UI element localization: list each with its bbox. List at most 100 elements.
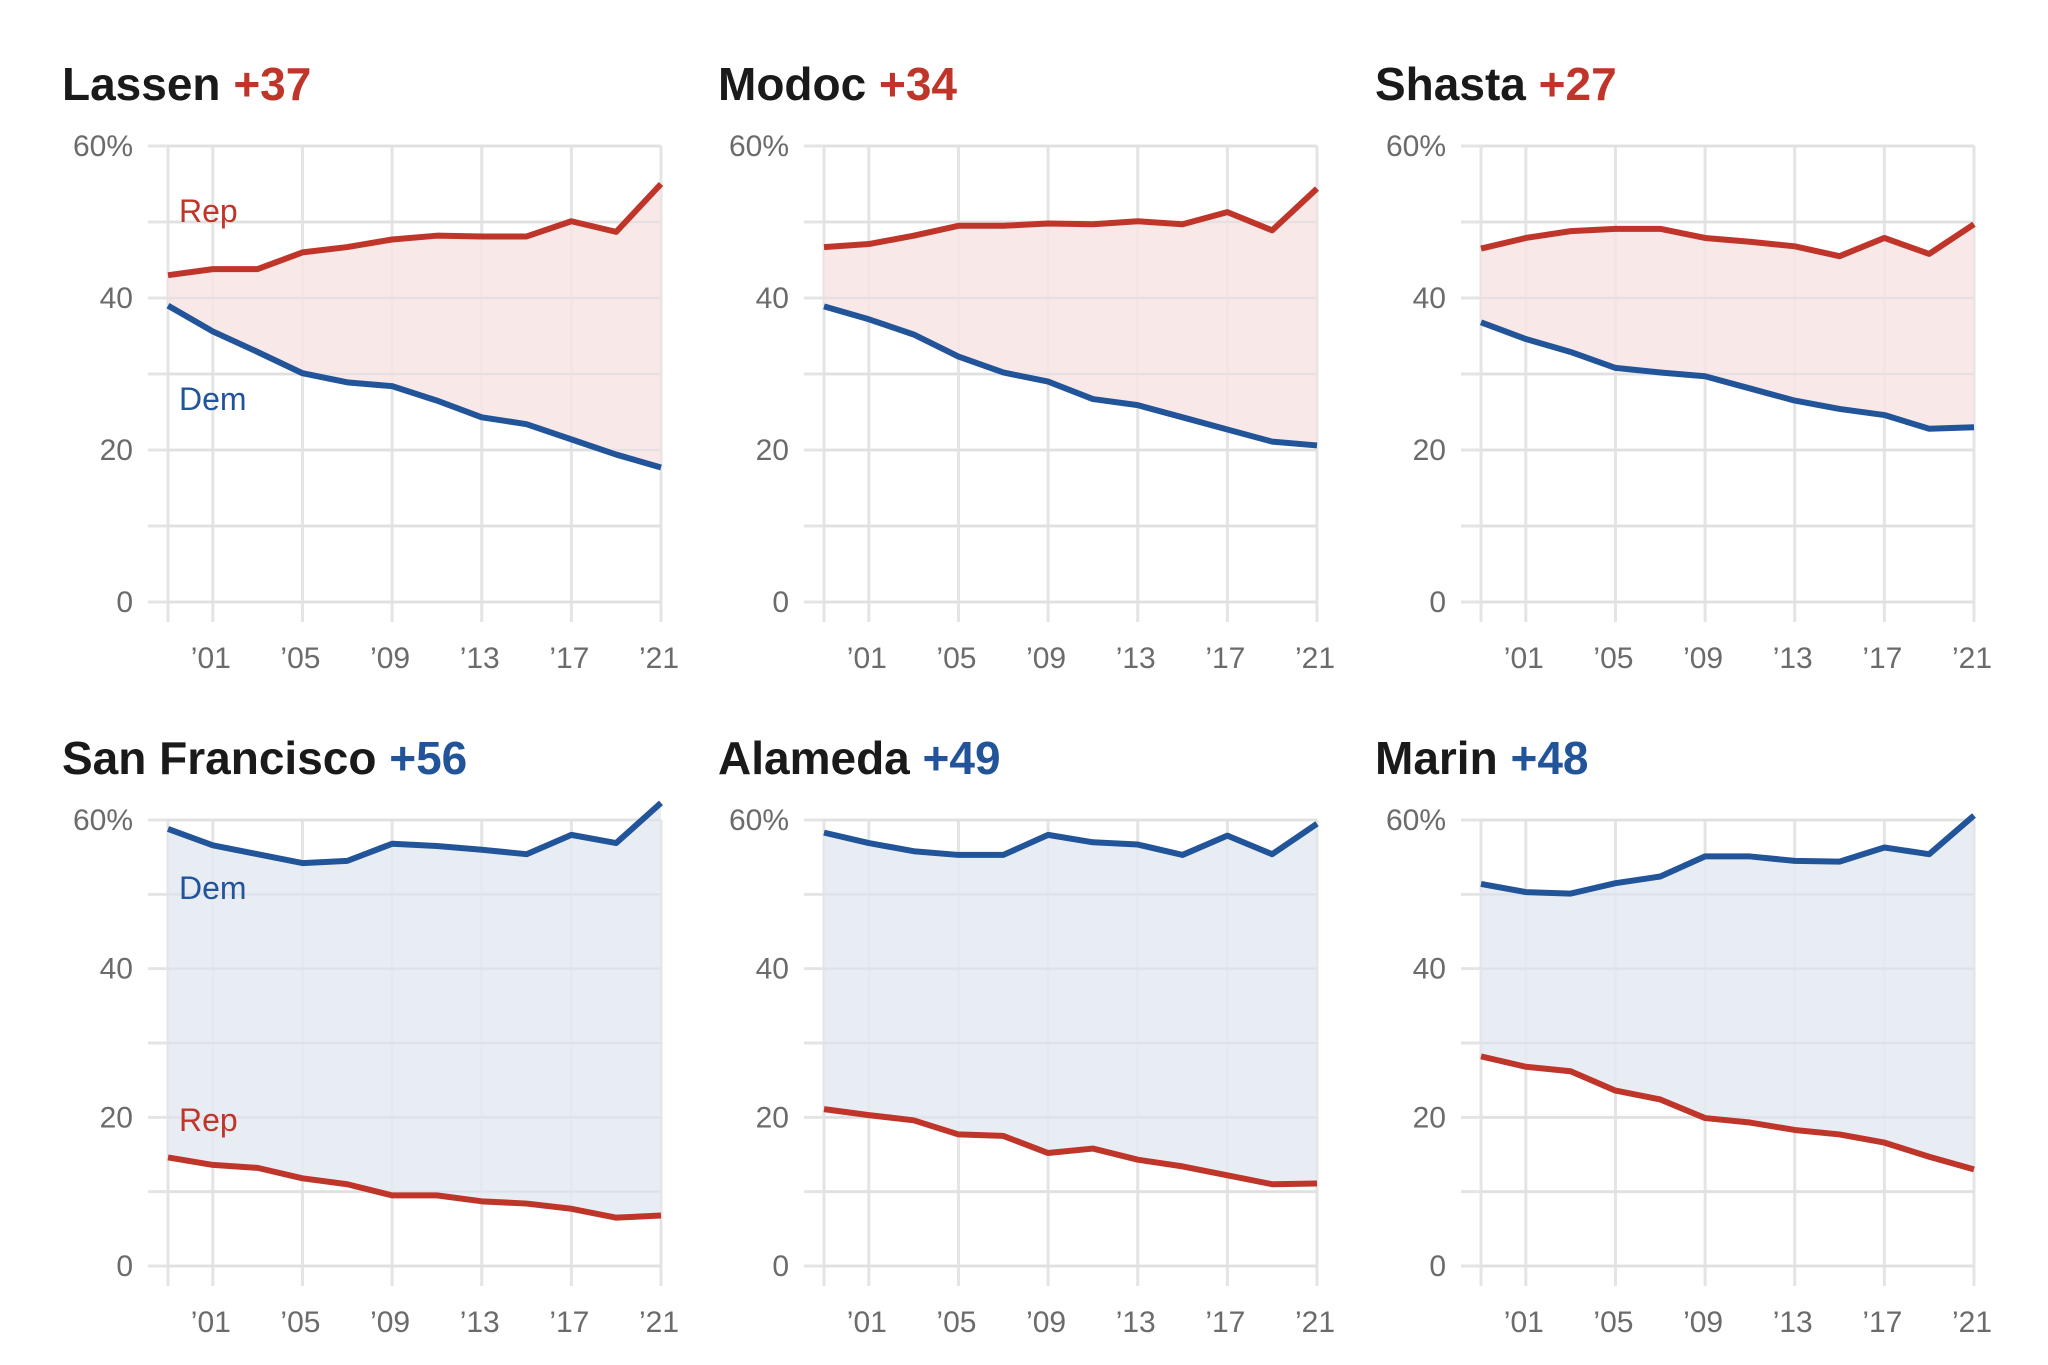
x-tick-label: ’21: [1952, 642, 1992, 675]
margin-value: +27: [1539, 58, 1617, 110]
margin-value: +56: [389, 732, 467, 784]
margin-value: +34: [879, 58, 957, 110]
x-tick-label: ’01: [847, 642, 887, 675]
x-tick-label: ’01: [847, 1306, 887, 1339]
county-name: Modoc: [718, 58, 866, 110]
y-tick-label: 0: [116, 586, 133, 619]
dem-line: [823, 821, 1319, 858]
y-tick-label: 40: [756, 953, 789, 986]
y-tick-label: 60%: [73, 804, 133, 837]
y-tick-label: 20: [756, 434, 789, 467]
y-tick-label: 20: [1413, 1101, 1446, 1134]
x-tick-label: ’01: [191, 642, 231, 675]
dem-line: [1480, 813, 1976, 897]
county-name: Lassen: [62, 58, 221, 110]
panel-title: Lassen +37: [62, 58, 311, 110]
rep-series-label: Rep: [179, 1102, 238, 1138]
y-tick-label: 20: [756, 1101, 789, 1134]
x-tick-label: ’09: [1683, 1306, 1723, 1339]
x-tick-label: ’13: [1116, 1306, 1156, 1339]
y-tick-label: 40: [1413, 282, 1446, 315]
margin-area: [168, 802, 661, 1218]
y-tick-label: 40: [1413, 953, 1446, 986]
x-tick-label: ’05: [936, 642, 976, 675]
y-tick-label: 20: [1413, 434, 1446, 467]
dem-line: [166, 303, 662, 471]
margin-area: [1481, 815, 1974, 1170]
x-tick-label: ’13: [460, 642, 500, 675]
x-tick-label: ’13: [1773, 1306, 1813, 1339]
y-tick-label: 60%: [1386, 130, 1446, 163]
y-tick-label: 60%: [729, 130, 789, 163]
x-tick-label: ’01: [1504, 642, 1544, 675]
y-tick-label: 0: [772, 1250, 789, 1283]
x-tick-label: ’09: [370, 1306, 410, 1339]
panel-lassen: Lassen +37 Rep Dem 0 20 40 60% ’01 ’05 ’09 ’13 ’17 ’…: [62, 58, 679, 675]
x-tick-label: ’21: [1295, 642, 1335, 675]
x-tick-label: ’13: [1116, 642, 1156, 675]
rep-series-label: Rep: [179, 193, 238, 229]
dem-series-label: Dem: [179, 381, 247, 417]
y-tick-label: 0: [772, 586, 789, 619]
y-tick-label: 20: [100, 1101, 133, 1134]
county-name: Shasta: [1375, 58, 1526, 110]
panel-title: Shasta +27: [1375, 58, 1617, 110]
x-tick-label: ’01: [191, 1306, 231, 1339]
rep-line: [823, 1106, 1318, 1188]
y-tick-label: 40: [756, 282, 789, 315]
x-tick-label: ’17: [1205, 1306, 1245, 1339]
x-tick-label: ’21: [639, 1306, 679, 1339]
margin-area: [1481, 224, 1974, 429]
y-tick-label: 0: [116, 1250, 133, 1283]
margin-area: [824, 823, 1317, 1185]
margin-value: +37: [233, 58, 311, 110]
x-tick-label: ’05: [936, 1306, 976, 1339]
rep-line: [1480, 1053, 1975, 1173]
x-tick-label: ’13: [1773, 642, 1813, 675]
x-tick-label: ’17: [549, 1306, 589, 1339]
x-tick-label: ’09: [1683, 642, 1723, 675]
y-tick-label: 60%: [1386, 804, 1446, 837]
x-tick-label: ’05: [1593, 1306, 1633, 1339]
panel-title: Alameda +49: [718, 732, 1001, 784]
x-tick-label: ’05: [280, 1306, 320, 1339]
margin-area: [824, 188, 1317, 446]
rep-line: [167, 181, 664, 279]
panel-title: Marin +48: [1375, 732, 1589, 784]
y-tick-label: 40: [100, 953, 133, 986]
panel-title: Modoc +34: [718, 58, 957, 110]
x-tick-label: ’09: [1026, 642, 1066, 675]
x-tick-label: ’17: [1205, 642, 1245, 675]
y-tick-label: 40: [100, 282, 133, 315]
x-tick-label: ’17: [1862, 1306, 1902, 1339]
county-name: Alameda: [718, 732, 910, 784]
y-tick-label: 0: [1429, 586, 1446, 619]
panel-title: San Francisco +56: [62, 732, 467, 784]
x-tick-label: ’21: [1295, 1306, 1335, 1339]
x-tick-label: ’21: [639, 642, 679, 675]
x-tick-label: ’05: [1593, 642, 1633, 675]
x-tick-label: ’09: [1026, 1306, 1066, 1339]
rep-line: [823, 186, 1320, 251]
county-name: San Francisco: [62, 732, 376, 784]
panel-marin: Marin +48 0 20 40 60% ’01 ’05 ’09 ’13 ’17 ’21: [1375, 732, 1992, 1339]
margin-value: +49: [923, 732, 1001, 784]
dem-line: [166, 800, 664, 867]
x-tick-label: ’17: [1862, 642, 1902, 675]
x-tick-label: ’21: [1952, 1306, 1992, 1339]
panel-modoc: Modoc +34 0 20 40 60% ’01 ’05 ’09 ’13 ’17 ’21: [718, 58, 1335, 675]
x-tick-label: ’13: [460, 1306, 500, 1339]
x-tick-label: ’01: [1504, 1306, 1544, 1339]
x-tick-label: ’17: [549, 642, 589, 675]
margin-area: [168, 184, 661, 468]
panel-san-francisco: San Francisco +56 Dem Rep 0 20 40 60% ’01 ’05 ’09…: [62, 732, 679, 1339]
panel-shasta: Shasta +27 0 20 40 60% ’01 ’05 ’09 ’13 ’17 ’21: [1375, 58, 1992, 675]
dem-series-label: Dem: [179, 870, 247, 906]
y-tick-label: 60%: [73, 130, 133, 163]
rep-line: [1480, 221, 1976, 260]
panel-alameda: Alameda +49 0 20 40 60% ’01 ’05 ’09 ’13 ’17 ’21: [718, 732, 1335, 1339]
county-name: Marin: [1375, 732, 1498, 784]
margin-value: +48: [1510, 732, 1588, 784]
y-tick-label: 0: [1429, 1250, 1446, 1283]
